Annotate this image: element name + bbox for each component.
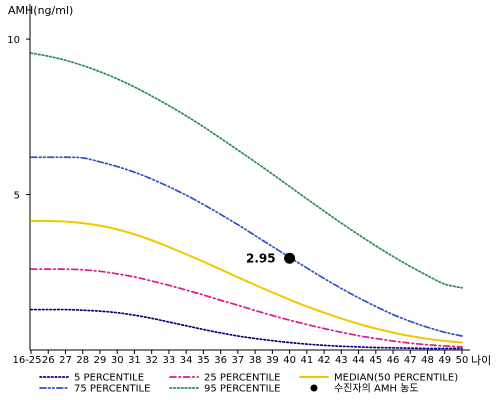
x-tick-label: 28 (76, 355, 89, 366)
x-tick-label: 26 (42, 355, 55, 366)
x-tick-label: 49 (438, 355, 451, 366)
legend-label: 75 PERCENTILE (74, 384, 150, 395)
series-layer (30, 52, 463, 350)
x-axis-label: 나이 (471, 354, 491, 367)
legend-label: MEDIAN(50 PERCENTILE) (334, 373, 458, 384)
y-tick-label: 5 (14, 191, 20, 202)
legend-label: 수진자의 AMH 농도 (334, 383, 419, 395)
legend-label: 25 PERCENTILE (204, 373, 280, 384)
x-tick-label: 47 (404, 355, 417, 366)
x-tick-label: 38 (249, 355, 262, 366)
y-tick-label: 10 (7, 35, 20, 46)
x-tick-label: 36 (214, 355, 227, 366)
x-tick-label: 43 (335, 355, 348, 366)
x-tick-label: 35 (197, 355, 210, 366)
x-tick-label: 48 (421, 355, 434, 366)
x-tick-label: 46 (387, 355, 400, 366)
patient-amh-value-label: 2.95 (246, 251, 276, 265)
x-tick-label: 31 (128, 355, 141, 366)
x-tick-label: 33 (163, 355, 176, 366)
y-axis-label: AMH(ng/ml) (8, 4, 73, 17)
axes: AMH(ng/ml) 나이 5 10 16-25 26 27 28 29 30 31 32 33 34 35… (7, 4, 491, 367)
series-line-median-50-percentile (30, 219, 463, 344)
legend-label: 5 PERCENTILE (74, 373, 144, 384)
series-line-25-percentile (30, 268, 463, 348)
patient-point-layer: 2.95 (246, 251, 296, 265)
x-tick-label: 34 (180, 355, 193, 366)
x-tick-label: 30 (111, 355, 124, 366)
patient-amh-point (284, 252, 296, 264)
x-tick-label: 40 (283, 355, 296, 366)
x-tick-label: 42 (318, 355, 331, 366)
x-tick-label: 16-25 (12, 355, 41, 366)
x-tick-label: 41 (300, 355, 313, 366)
series-line-75-percentile (30, 156, 463, 337)
x-tick-label: 37 (232, 355, 245, 366)
legend-point-marker (310, 384, 318, 392)
legend: 5 PERCENTILE 25 PERCENTILE MEDIAN(50 PERCE… (39, 373, 458, 395)
x-tick-label: 44 (352, 355, 365, 366)
series-line-5-percentile (30, 308, 463, 350)
series-line-95-percentile (30, 52, 463, 289)
x-tick-label: 39 (266, 355, 279, 366)
x-tick-label: 50 (456, 355, 469, 366)
x-tick-label: 27 (59, 355, 72, 366)
x-tick-label: 29 (94, 355, 107, 366)
legend-label: 95 PERCENTILE (204, 384, 280, 395)
x-tick-label: 45 (369, 355, 382, 366)
x-tick-label: 32 (145, 355, 158, 366)
